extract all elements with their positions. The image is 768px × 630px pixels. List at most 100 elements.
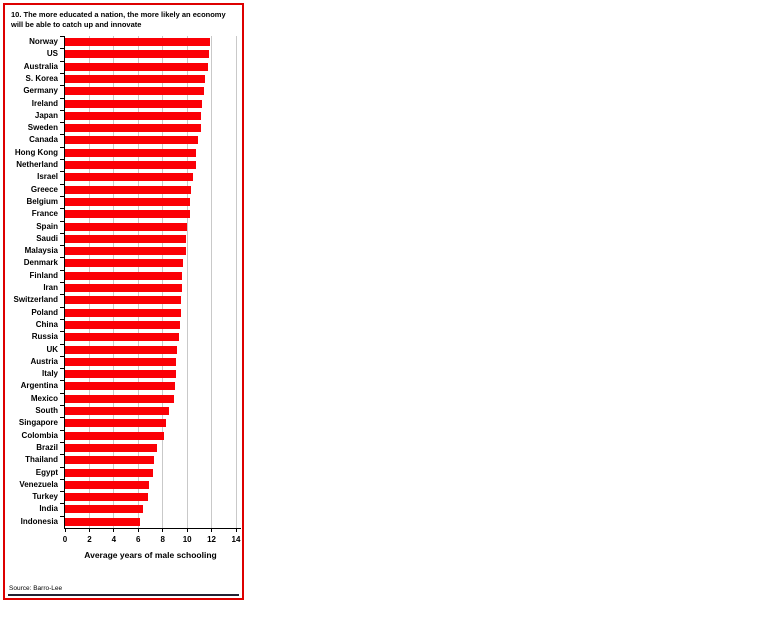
bar xyxy=(65,210,190,219)
country-label: US xyxy=(46,49,58,59)
x-tick-label: 10 xyxy=(182,535,192,544)
bar-row xyxy=(60,232,241,245)
source-note: Source: Barro-Lee xyxy=(8,584,239,596)
bar-row xyxy=(60,405,241,417)
bar-row xyxy=(60,368,241,380)
country-label: UK xyxy=(46,344,58,354)
gridline xyxy=(186,36,188,528)
bar xyxy=(65,173,194,182)
x-tick xyxy=(113,528,115,532)
bar-row xyxy=(60,318,241,331)
bar xyxy=(65,111,201,120)
bar-row xyxy=(60,48,241,60)
country-label: Thailand xyxy=(25,455,58,465)
bar xyxy=(65,247,186,256)
bar xyxy=(65,394,174,403)
country-label: Mexico xyxy=(30,393,58,403)
bar-row xyxy=(60,466,241,479)
bar xyxy=(65,148,196,157)
x-tick-label: 4 xyxy=(111,535,117,544)
bar-row xyxy=(60,331,241,343)
x-tick-label: 14 xyxy=(231,535,241,544)
bar xyxy=(65,419,167,428)
bar xyxy=(65,38,211,46)
bar-row xyxy=(60,146,241,159)
x-axis-title: Average years of male schooling xyxy=(84,550,217,560)
gridline xyxy=(137,36,139,528)
gridline xyxy=(235,36,237,528)
x-tick-label: 12 xyxy=(207,535,217,544)
bar xyxy=(65,505,144,514)
country-label: Greece xyxy=(30,184,58,194)
bar-row xyxy=(60,269,241,282)
y-axis-labels: Norway US Australia S. Korea Germany Ireland J… xyxy=(5,36,61,528)
country-label: South xyxy=(35,406,58,415)
bar xyxy=(65,480,150,489)
country-label: Malaysia xyxy=(24,246,58,256)
bar-row xyxy=(60,417,241,429)
country-label: Australia xyxy=(23,61,58,71)
bar-row xyxy=(60,491,241,503)
bar-row xyxy=(60,282,241,294)
bar-row xyxy=(60,343,241,356)
bar xyxy=(65,87,205,96)
bar-row xyxy=(60,72,241,85)
bar-row xyxy=(60,195,241,208)
bar-row xyxy=(60,60,241,73)
country-label: Poland xyxy=(31,307,58,317)
x-tick-label: 2 xyxy=(87,535,92,544)
country-label: Switzerland xyxy=(13,295,58,305)
bar xyxy=(65,124,201,133)
bar-row xyxy=(60,294,241,306)
bar xyxy=(65,333,179,342)
bar xyxy=(65,308,182,317)
country-label: China xyxy=(35,319,58,329)
bar xyxy=(65,370,177,379)
x-tick-label: 0 xyxy=(62,535,68,544)
country-label: France xyxy=(31,209,58,219)
bar xyxy=(65,407,169,415)
country-label: Turkey xyxy=(32,492,58,502)
country-label: Egypt xyxy=(35,467,58,477)
gridline xyxy=(113,36,115,528)
bar xyxy=(65,443,157,452)
x-tick-label: 8 xyxy=(160,535,165,544)
bar-row xyxy=(60,454,241,466)
chart-title-line1: 10. The more educated a nation, the more… xyxy=(11,10,226,19)
country-label: Norway xyxy=(29,37,58,46)
bar-row xyxy=(60,392,241,405)
bar-row xyxy=(60,183,241,196)
bar xyxy=(65,222,188,231)
chart-title-line2: will be able to catch up and innovate xyxy=(11,19,142,29)
bar xyxy=(65,493,149,502)
country-label: Austria xyxy=(30,356,58,366)
bar-row xyxy=(60,429,241,442)
country-label: Colombia xyxy=(21,430,58,440)
country-label: Brazil xyxy=(36,442,58,452)
country-label: Sweden xyxy=(27,123,58,133)
gridline xyxy=(162,36,164,528)
country-label: Ireland xyxy=(31,98,58,108)
bar-row xyxy=(60,208,241,220)
country-label: Spain xyxy=(36,221,58,231)
bar-row xyxy=(60,171,241,183)
x-tick xyxy=(162,528,164,532)
bar-row xyxy=(60,515,241,528)
bar xyxy=(65,357,177,366)
bar xyxy=(65,234,186,243)
country-label: S. Korea xyxy=(25,73,58,83)
bar-row xyxy=(60,503,241,515)
country-label: Israel xyxy=(37,172,58,182)
bar-row xyxy=(60,85,241,97)
bar-row xyxy=(60,122,241,134)
bar-row xyxy=(60,97,241,110)
bar-row xyxy=(60,380,241,392)
chart-panel: 10. The more educated a nation, the more… xyxy=(3,3,244,600)
country-label: Hong Kong xyxy=(14,147,58,157)
bar-row xyxy=(60,220,241,233)
bar-row xyxy=(60,134,241,146)
bar-row xyxy=(60,109,241,122)
country-label: Denmark xyxy=(23,258,58,268)
country-label: Saudi xyxy=(36,233,58,243)
x-tick xyxy=(211,528,213,532)
